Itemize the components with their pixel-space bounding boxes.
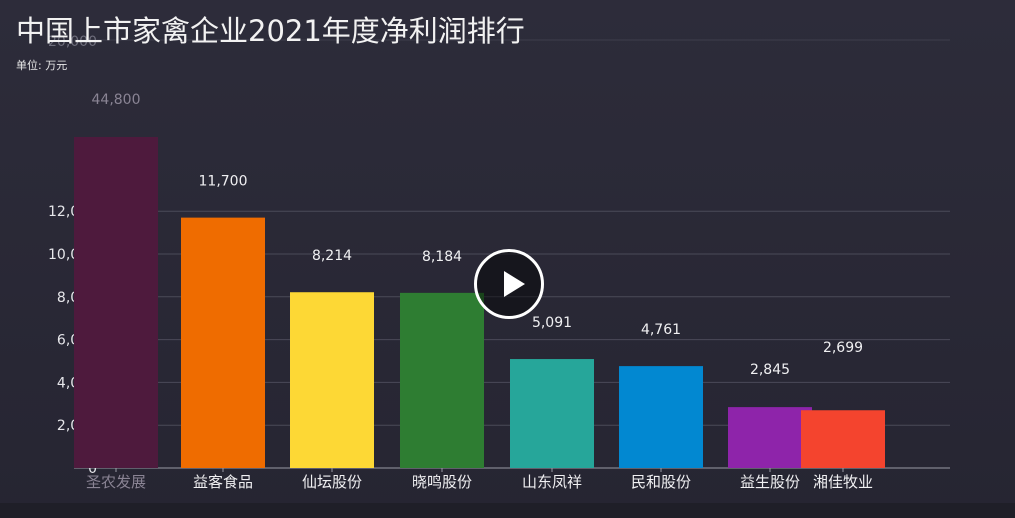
data-label: 11,700 xyxy=(199,174,248,190)
y-tick-label: 0 xyxy=(88,461,97,477)
chart-title: 中国上市家禽企业2021年度净利润排行 xyxy=(16,14,525,48)
category-label: 民和股份 xyxy=(631,473,691,491)
play-icon xyxy=(504,271,525,297)
y-tick-label-faded: 20,000 xyxy=(48,34,97,50)
bar xyxy=(801,410,885,468)
category-label: 益生股份 xyxy=(740,473,800,491)
category-label: 益客食品 xyxy=(193,473,253,491)
bar xyxy=(510,359,594,468)
data-label: 44,800 xyxy=(92,92,141,108)
bar xyxy=(181,217,265,468)
unit-label: 单位: 万元 xyxy=(16,59,68,72)
category-label: 圣农发展 xyxy=(86,473,146,491)
category-label: 晓鸣股份 xyxy=(412,473,472,491)
data-label: 8,184 xyxy=(422,249,462,265)
category-label: 湘佳牧业 xyxy=(813,473,873,491)
category-label: 仙坛股份 xyxy=(302,473,362,491)
data-label: 2,699 xyxy=(823,340,863,356)
bar xyxy=(290,292,374,468)
bar xyxy=(728,407,812,468)
data-label: 4,761 xyxy=(641,322,681,338)
play-button[interactable] xyxy=(474,249,544,319)
data-label: 2,845 xyxy=(750,362,790,378)
bar xyxy=(74,137,158,468)
data-label: 5,091 xyxy=(532,315,572,331)
bar xyxy=(619,366,703,468)
data-label: 8,214 xyxy=(312,248,352,264)
category-label: 山东凤祥 xyxy=(522,473,582,491)
player-control-bar xyxy=(0,503,1015,518)
bar xyxy=(400,292,484,468)
